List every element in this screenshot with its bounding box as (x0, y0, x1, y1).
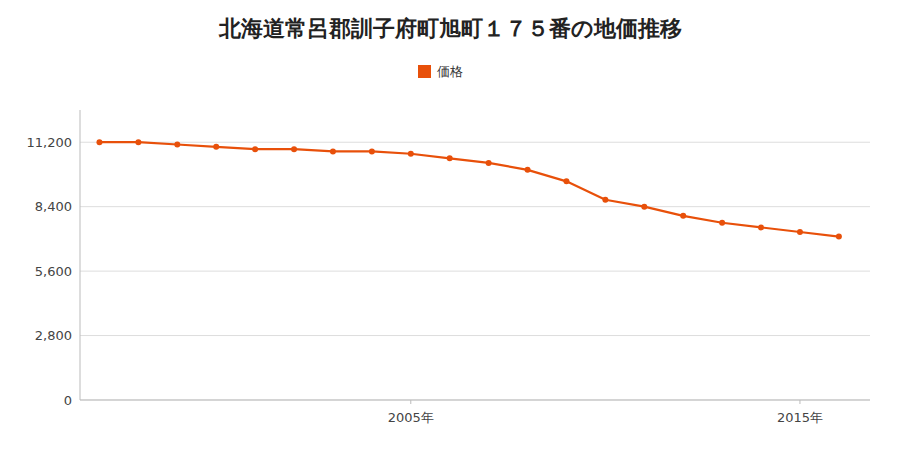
point (680, 213, 686, 219)
y-tick-label: 11,200 (27, 135, 73, 150)
y-axis: 0 2,800 5,600 8,400 11,200 (27, 110, 871, 408)
plot-area (96, 139, 841, 239)
grid-line (80, 206, 870, 207)
point (486, 160, 492, 166)
point (641, 204, 647, 210)
point (135, 139, 141, 145)
point (797, 229, 803, 235)
point (719, 220, 725, 226)
x-tick (799, 400, 800, 404)
point (563, 178, 569, 184)
grid-line (80, 335, 870, 336)
x-axis-line (80, 400, 870, 401)
x-tick-label: 2015年 (777, 410, 823, 425)
point (96, 139, 102, 145)
point (213, 144, 219, 150)
y-axis-line (80, 110, 81, 400)
legend-label: 価格 (437, 64, 463, 79)
point (408, 151, 414, 157)
legend: 価格 (418, 64, 463, 79)
point (758, 224, 764, 230)
grid-line (80, 271, 870, 272)
point (291, 146, 297, 152)
point (369, 148, 375, 154)
point (447, 155, 453, 161)
point (836, 234, 842, 240)
x-tick (410, 400, 411, 404)
grid-line (80, 142, 870, 143)
line (99, 142, 838, 236)
grid-line (80, 400, 870, 401)
x-axis: 2005年 2015年 (80, 400, 870, 425)
point (330, 148, 336, 154)
y-tick-label: 2,800 (35, 328, 72, 343)
y-tick-label: 8,400 (35, 199, 72, 214)
chart: 北海道常呂郡訓子府町旭町１７５番の地価推移価格 0 2,800 5,600 8,400 1… (0, 0, 900, 450)
title: 北海道常呂郡訓子府町旭町１７５番の地価推移 (218, 16, 682, 41)
x-tick-label: 2005年 (388, 410, 434, 425)
point (174, 142, 180, 148)
point (525, 167, 531, 173)
y-tick-label: 0 (64, 393, 72, 408)
point (602, 197, 608, 203)
y-tick-label: 5,600 (35, 264, 72, 279)
point (252, 146, 258, 152)
legend-swatch (418, 65, 431, 78)
